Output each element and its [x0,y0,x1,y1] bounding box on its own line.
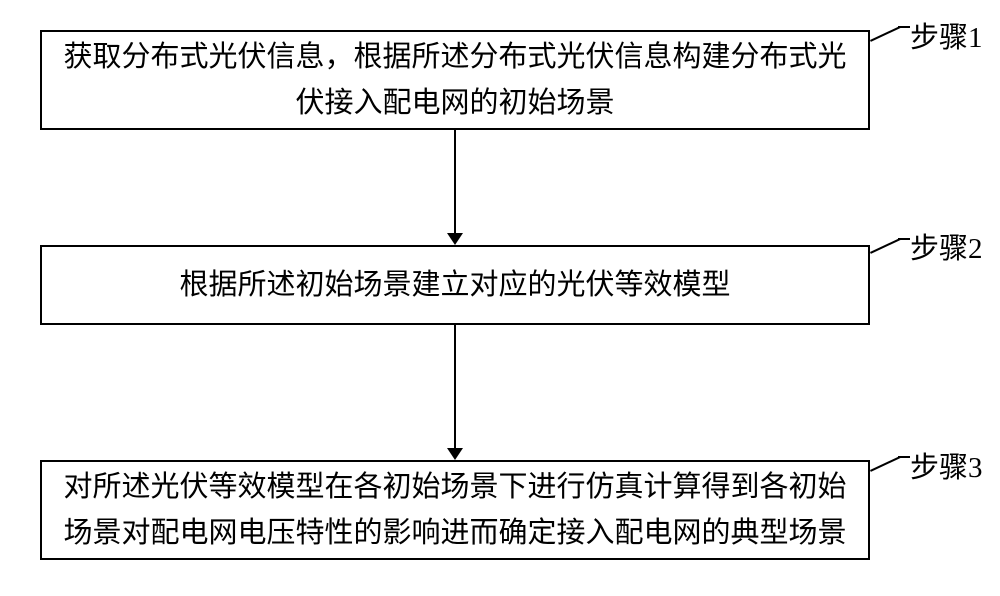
flowchart-container: 获取分布式光伏信息，根据所述分布式光伏信息构建分布式光伏接入配电网的初始场景 步… [0,0,1000,596]
step-label-1: 步骤1 [910,14,983,56]
arrow-head-icon [447,448,463,460]
lead-line [898,456,910,458]
flow-node-text: 获取分布式光伏信息，根据所述分布式光伏信息构建分布式光伏接入配电网的初始场景 [62,34,848,127]
lead-line [870,238,901,254]
flow-node-step1: 获取分布式光伏信息，根据所述分布式光伏信息构建分布式光伏接入配电网的初始场景 [40,30,870,130]
step-label-2: 步骤2 [910,225,983,267]
connector-line [454,325,456,448]
lead-line [870,26,901,42]
step-label-3: 步骤3 [910,444,983,486]
flow-node-step2: 根据所述初始场景建立对应的光伏等效模型 [40,245,870,325]
step-label-text: 步骤3 [910,452,983,484]
flow-node-text: 对所述光伏等效模型在各初始场景下进行仿真计算得到各初始场景对配电网电压特性的影响… [62,464,848,557]
step-label-text: 步骤2 [910,233,983,265]
lead-line [898,26,910,28]
flow-node-step3: 对所述光伏等效模型在各初始场景下进行仿真计算得到各初始场景对配电网电压特性的影响… [40,460,870,560]
lead-line [870,456,901,472]
flow-node-text: 根据所述初始场景建立对应的光伏等效模型 [179,262,730,308]
lead-line [898,238,910,240]
connector-line [454,130,456,233]
arrow-head-icon [447,233,463,245]
step-label-text: 步骤1 [910,22,983,54]
